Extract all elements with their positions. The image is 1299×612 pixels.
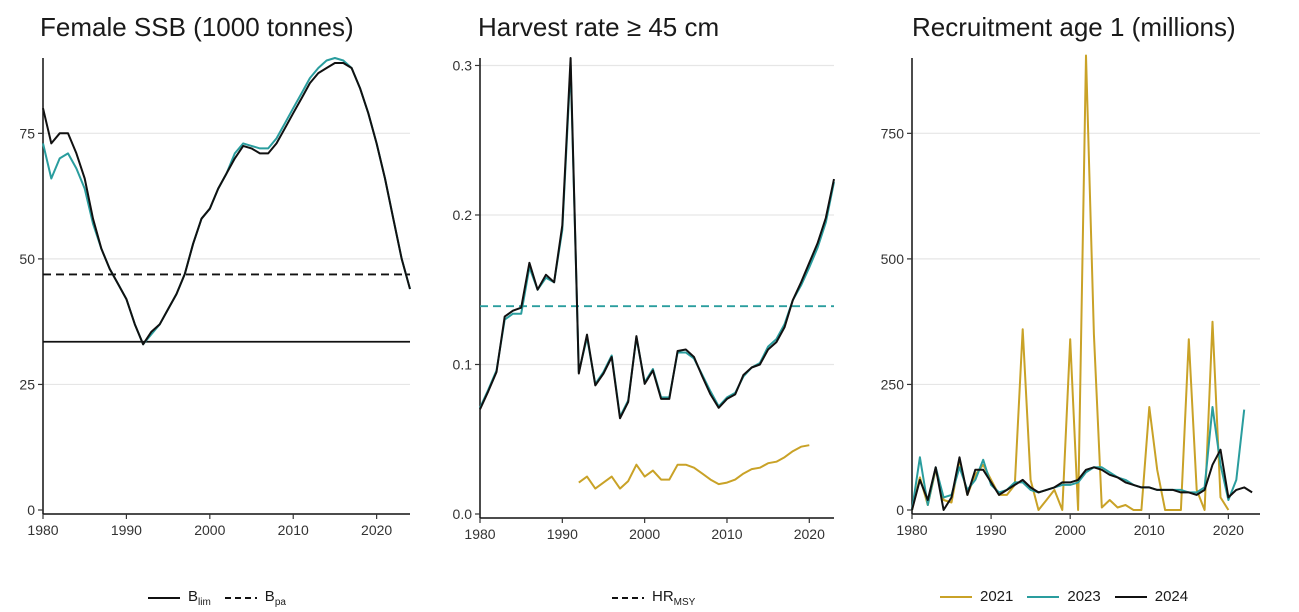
- x-tick-label: 2020: [794, 526, 825, 542]
- chart-title-recruitment: Recruitment age 1 (millions): [912, 12, 1236, 42]
- legend-harvest-rate: HRMSY: [612, 588, 709, 608]
- x-tick-label: 2000: [1055, 522, 1086, 538]
- x-tick-label: 2020: [1213, 522, 1244, 538]
- y-tick-label: 250: [881, 376, 905, 392]
- y-tick-label: 0: [896, 502, 904, 518]
- x-tick-label: 2000: [629, 526, 660, 542]
- y-tick-label: 50: [19, 251, 35, 267]
- legend-item-2024: 2024: [1114, 588, 1189, 605]
- chart-title-ssb: Female SSB (1000 tonnes): [40, 12, 354, 42]
- y-tick-label: 500: [881, 251, 905, 267]
- x-tick-label: 1980: [464, 526, 495, 542]
- series-line-2: [578, 444, 810, 490]
- legend-item-hrmsy: HRMSY: [612, 588, 695, 608]
- x-tick-label: 2010: [1134, 522, 1165, 538]
- legend-swatch-2021: [940, 595, 972, 598]
- legend-item-bpa: Bpa: [224, 588, 286, 608]
- x-tick-label: 1980: [896, 522, 927, 538]
- series-line-0: [42, 57, 411, 346]
- series-line-2024: [911, 448, 1253, 511]
- legend-item-blim: Blim: [148, 588, 211, 608]
- y-tick-label: 0.2: [453, 207, 473, 223]
- legend-label-2021: 2021: [980, 588, 1014, 605]
- legend-swatch-2024: [1114, 595, 1147, 598]
- x-tick-label: 1990: [111, 522, 142, 538]
- plot-harvest-rate: 0.0 0.1 0.2 0.3 1980 1990 2000 2010 2020: [453, 57, 835, 542]
- chart-title-harvest-rate: Harvest rate ≥ 45 cm: [478, 12, 720, 42]
- legend-swatch-blim: [148, 597, 180, 599]
- x-tick-label: 2000: [194, 522, 225, 538]
- legend-label-bpa: Bpa: [264, 588, 286, 608]
- legend-recruitment: 2021 2023 2024: [940, 588, 1202, 605]
- series-line-1: [42, 62, 411, 346]
- x-tick-label: 2020: [361, 522, 392, 538]
- legend-swatch-2023: [1027, 595, 1060, 598]
- legend-ssb: Blim Bpa: [148, 588, 300, 608]
- legend-item-2023: 2023: [1027, 588, 1101, 605]
- legend-swatch-bpa: [224, 597, 257, 599]
- y-tick-label: 0.1: [453, 356, 473, 372]
- legend-label-2023: 2023: [1067, 588, 1101, 605]
- x-tick-label: 1990: [547, 526, 578, 542]
- x-tick-label: 2010: [278, 522, 309, 538]
- x-tick-label: 1990: [976, 522, 1007, 538]
- y-tick-label: 750: [881, 125, 905, 141]
- plot-ssb: 0 25 50 75 1980 1990 2000 2010 2020: [19, 57, 411, 538]
- y-tick-label: 0: [27, 502, 35, 518]
- series-line-2021: [911, 54, 1230, 511]
- y-tick-label: 0.0: [453, 506, 473, 522]
- y-tick-label: 0.3: [453, 57, 473, 73]
- x-tick-label: 1980: [27, 522, 58, 538]
- legend-swatch-hrmsy: [612, 597, 644, 599]
- plot-recruitment: 0 250 500 750 1980 1990 2000 2010 2020: [881, 54, 1260, 538]
- legend-label-blim: Blim: [188, 588, 211, 608]
- y-tick-label: 25: [19, 376, 35, 392]
- legend-item-2021: 2021: [940, 588, 1013, 605]
- series-line-1: [479, 57, 835, 420]
- x-tick-label: 2010: [711, 526, 742, 542]
- legend-label-2024: 2024: [1154, 588, 1189, 605]
- y-tick-label: 75: [19, 125, 35, 141]
- legend-label-hrmsy: HRMSY: [652, 588, 696, 608]
